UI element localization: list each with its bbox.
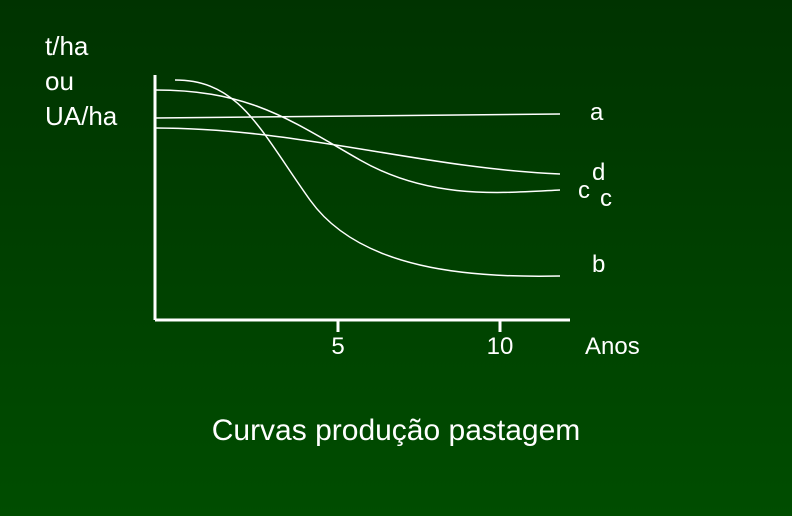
curve-labels-group: a dcc b <box>578 99 612 278</box>
curve-b <box>175 80 560 276</box>
curve-label-b: b <box>592 251 605 278</box>
curves-group <box>155 80 560 276</box>
pasture-production-chart: t/ha ou UA/ha 5 10 Anos a dcc b Curvas prod… <box>0 0 792 516</box>
x-tick-label: 10 <box>487 333 514 360</box>
curve-label-d: d <box>592 159 605 186</box>
x-tick-label: 5 <box>331 333 344 360</box>
curve-d <box>155 128 560 174</box>
y-axis-label-line-2: ou <box>45 66 74 96</box>
y-axis-label-line-1: t/ha <box>45 31 89 61</box>
x-axis-ticks: 5 10 <box>331 320 513 360</box>
chart-svg: t/ha ou UA/ha 5 10 Anos a dcc b Curvas prod… <box>0 0 792 516</box>
curve-c <box>155 90 560 192</box>
curve-label-a: a <box>590 99 604 126</box>
curve-label-c: c <box>578 177 590 204</box>
curve-a <box>155 114 560 118</box>
y-axis-label-line-3: UA/ha <box>45 101 118 131</box>
curve-label-c2: c <box>600 185 612 212</box>
chart-title: Curvas produção pastagem <box>212 414 581 447</box>
x-axis-title: Anos <box>585 333 640 360</box>
